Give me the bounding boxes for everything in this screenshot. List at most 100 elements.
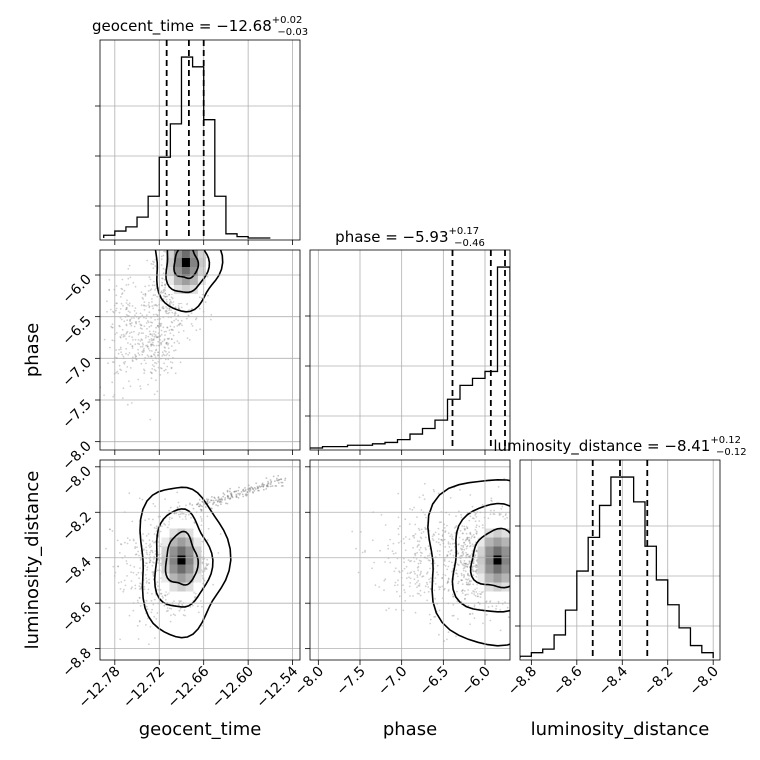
- sample-point: [452, 614, 455, 617]
- sample-point: [425, 528, 428, 530]
- sample-point: [524, 574, 526, 576]
- sample-point: [159, 530, 162, 533]
- sample-point: [515, 574, 517, 576]
- sample-point: [132, 609, 135, 612]
- sample-point: [159, 323, 162, 326]
- density-cell: [185, 537, 194, 547]
- sample-point: [129, 320, 132, 322]
- sample-point: [110, 325, 112, 328]
- density-cell: [169, 564, 178, 574]
- y-tick-label: −6.0: [59, 272, 94, 307]
- sample-point: [139, 327, 142, 330]
- sample-point: [513, 545, 515, 547]
- sample-point: [214, 497, 216, 499]
- sample-point: [191, 233, 193, 235]
- sample-point: [163, 362, 166, 365]
- sample-point: [140, 324, 143, 327]
- density-cell: [197, 267, 206, 276]
- sample-point: [122, 590, 125, 593]
- sample-point: [457, 543, 460, 546]
- panel-frame: [99, 459, 301, 661]
- sample-point: [235, 493, 238, 496]
- density-cell: [501, 528, 510, 538]
- sample-point: [150, 288, 153, 290]
- sample-point: [425, 516, 427, 519]
- sample-point: [481, 591, 483, 594]
- sample-point: [188, 238, 190, 240]
- sample-point: [153, 333, 156, 335]
- sample-point: [511, 549, 513, 551]
- sample-point: [408, 523, 411, 525]
- sample-point: [475, 530, 478, 533]
- sample-point: [463, 559, 466, 562]
- scatter-panel-phase-vs-luminosity-distance: −8.0 −7.5 −7.0 −6.5 −6.0: [292, 459, 541, 699]
- sample-point: [518, 539, 520, 541]
- sample-point: [516, 564, 518, 566]
- sample-point: [539, 560, 541, 562]
- sample-point: [474, 520, 477, 523]
- sample-point: [135, 542, 137, 545]
- sample-point: [192, 507, 195, 510]
- sample-point: [118, 324, 121, 327]
- sample-point: [160, 329, 163, 332]
- sample-point: [201, 293, 204, 296]
- sample-point: [150, 611, 153, 614]
- sample-point: [128, 264, 131, 267]
- sample-point: [466, 545, 469, 547]
- sample-point: [163, 288, 166, 291]
- sample-point: [115, 309, 117, 312]
- sample-point: [196, 605, 199, 608]
- sample-point: [475, 571, 478, 574]
- sample-point: [532, 564, 534, 566]
- sample-point: [197, 243, 199, 245]
- sample-point: [515, 588, 517, 590]
- sample-point: [474, 514, 477, 516]
- sample-point: [447, 577, 450, 580]
- sample-point: [515, 583, 517, 585]
- sample-point: [151, 592, 153, 595]
- sample-point: [166, 337, 169, 340]
- sample-point: [135, 553, 138, 556]
- sample-point: [473, 593, 475, 596]
- sample-point: [269, 479, 272, 481]
- density-cell: [493, 573, 502, 583]
- sample-point: [154, 303, 157, 306]
- sample-point: [162, 267, 165, 270]
- sample-point: [200, 600, 202, 602]
- sample-point: [440, 539, 443, 541]
- sample-point: [418, 496, 421, 499]
- sample-point: [521, 519, 523, 521]
- sample-point: [164, 283, 166, 286]
- sample-point: [137, 339, 140, 341]
- sample-point: [151, 355, 153, 358]
- sample-point: [160, 284, 163, 287]
- sample-point: [187, 513, 190, 516]
- sample-point: [384, 578, 387, 581]
- sample-point: [411, 508, 414, 511]
- sample-point: [450, 549, 453, 551]
- sample-point: [138, 320, 141, 323]
- density-cell: [174, 231, 182, 240]
- sample-point: [405, 577, 408, 580]
- sample-point: [121, 278, 124, 281]
- sample-point: [152, 561, 154, 564]
- sample-point: [198, 307, 201, 310]
- sample-point: [148, 306, 151, 309]
- sample-point: [186, 241, 188, 243]
- sample-point: [170, 328, 173, 331]
- density-cell: [181, 267, 190, 276]
- sample-point: [143, 347, 145, 350]
- density-cell: [477, 564, 486, 574]
- sample-point: [219, 533, 222, 535]
- sample-point: [428, 554, 431, 557]
- sample-point: [418, 583, 421, 585]
- sample-point: [351, 530, 354, 533]
- sample-point: [424, 528, 427, 531]
- contour-level: [427, 478, 510, 647]
- sample-point: [202, 247, 204, 249]
- sample-point: [474, 565, 477, 568]
- sample-point: [170, 366, 173, 369]
- sample-point: [157, 569, 159, 572]
- sample-point: [360, 531, 362, 533]
- sample-point: [161, 355, 164, 357]
